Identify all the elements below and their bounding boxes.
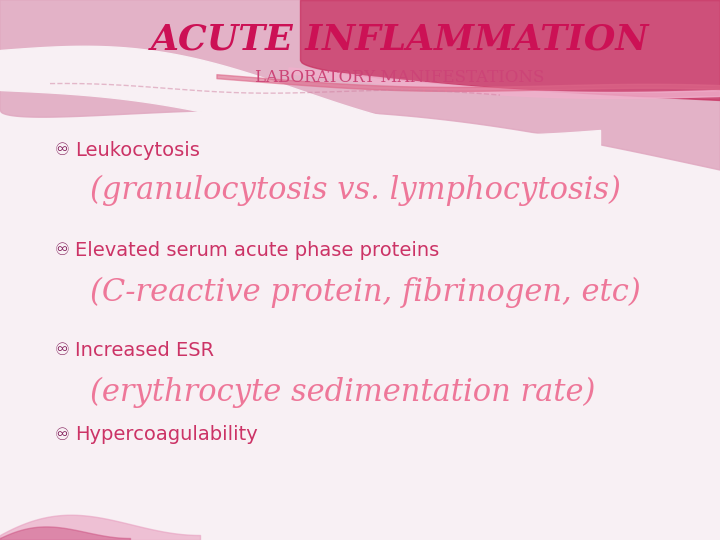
Text: (C-reactive protein, fibrinogen, etc): (C-reactive protein, fibrinogen, etc) [90,276,641,308]
Text: Increased ESR: Increased ESR [75,341,214,360]
Text: (erythrocyte sedimentation rate): (erythrocyte sedimentation rate) [90,376,595,408]
Text: Elevated serum acute phase proteins: Elevated serum acute phase proteins [75,240,439,260]
Text: Leukocytosis: Leukocytosis [75,140,200,159]
Text: ♾: ♾ [55,241,70,259]
Text: (granulocytosis vs. lymphocytosis): (granulocytosis vs. lymphocytosis) [90,174,621,206]
Text: Hypercoagulability: Hypercoagulability [75,426,258,444]
Text: ♾: ♾ [55,341,70,359]
Text: ACUTE INFLAMMATION: ACUTE INFLAMMATION [150,23,649,57]
Text: LABORATORY MANIFESTATIONS: LABORATORY MANIFESTATIONS [256,70,545,86]
Text: ♾: ♾ [55,141,70,159]
Text: ♾: ♾ [55,426,70,444]
